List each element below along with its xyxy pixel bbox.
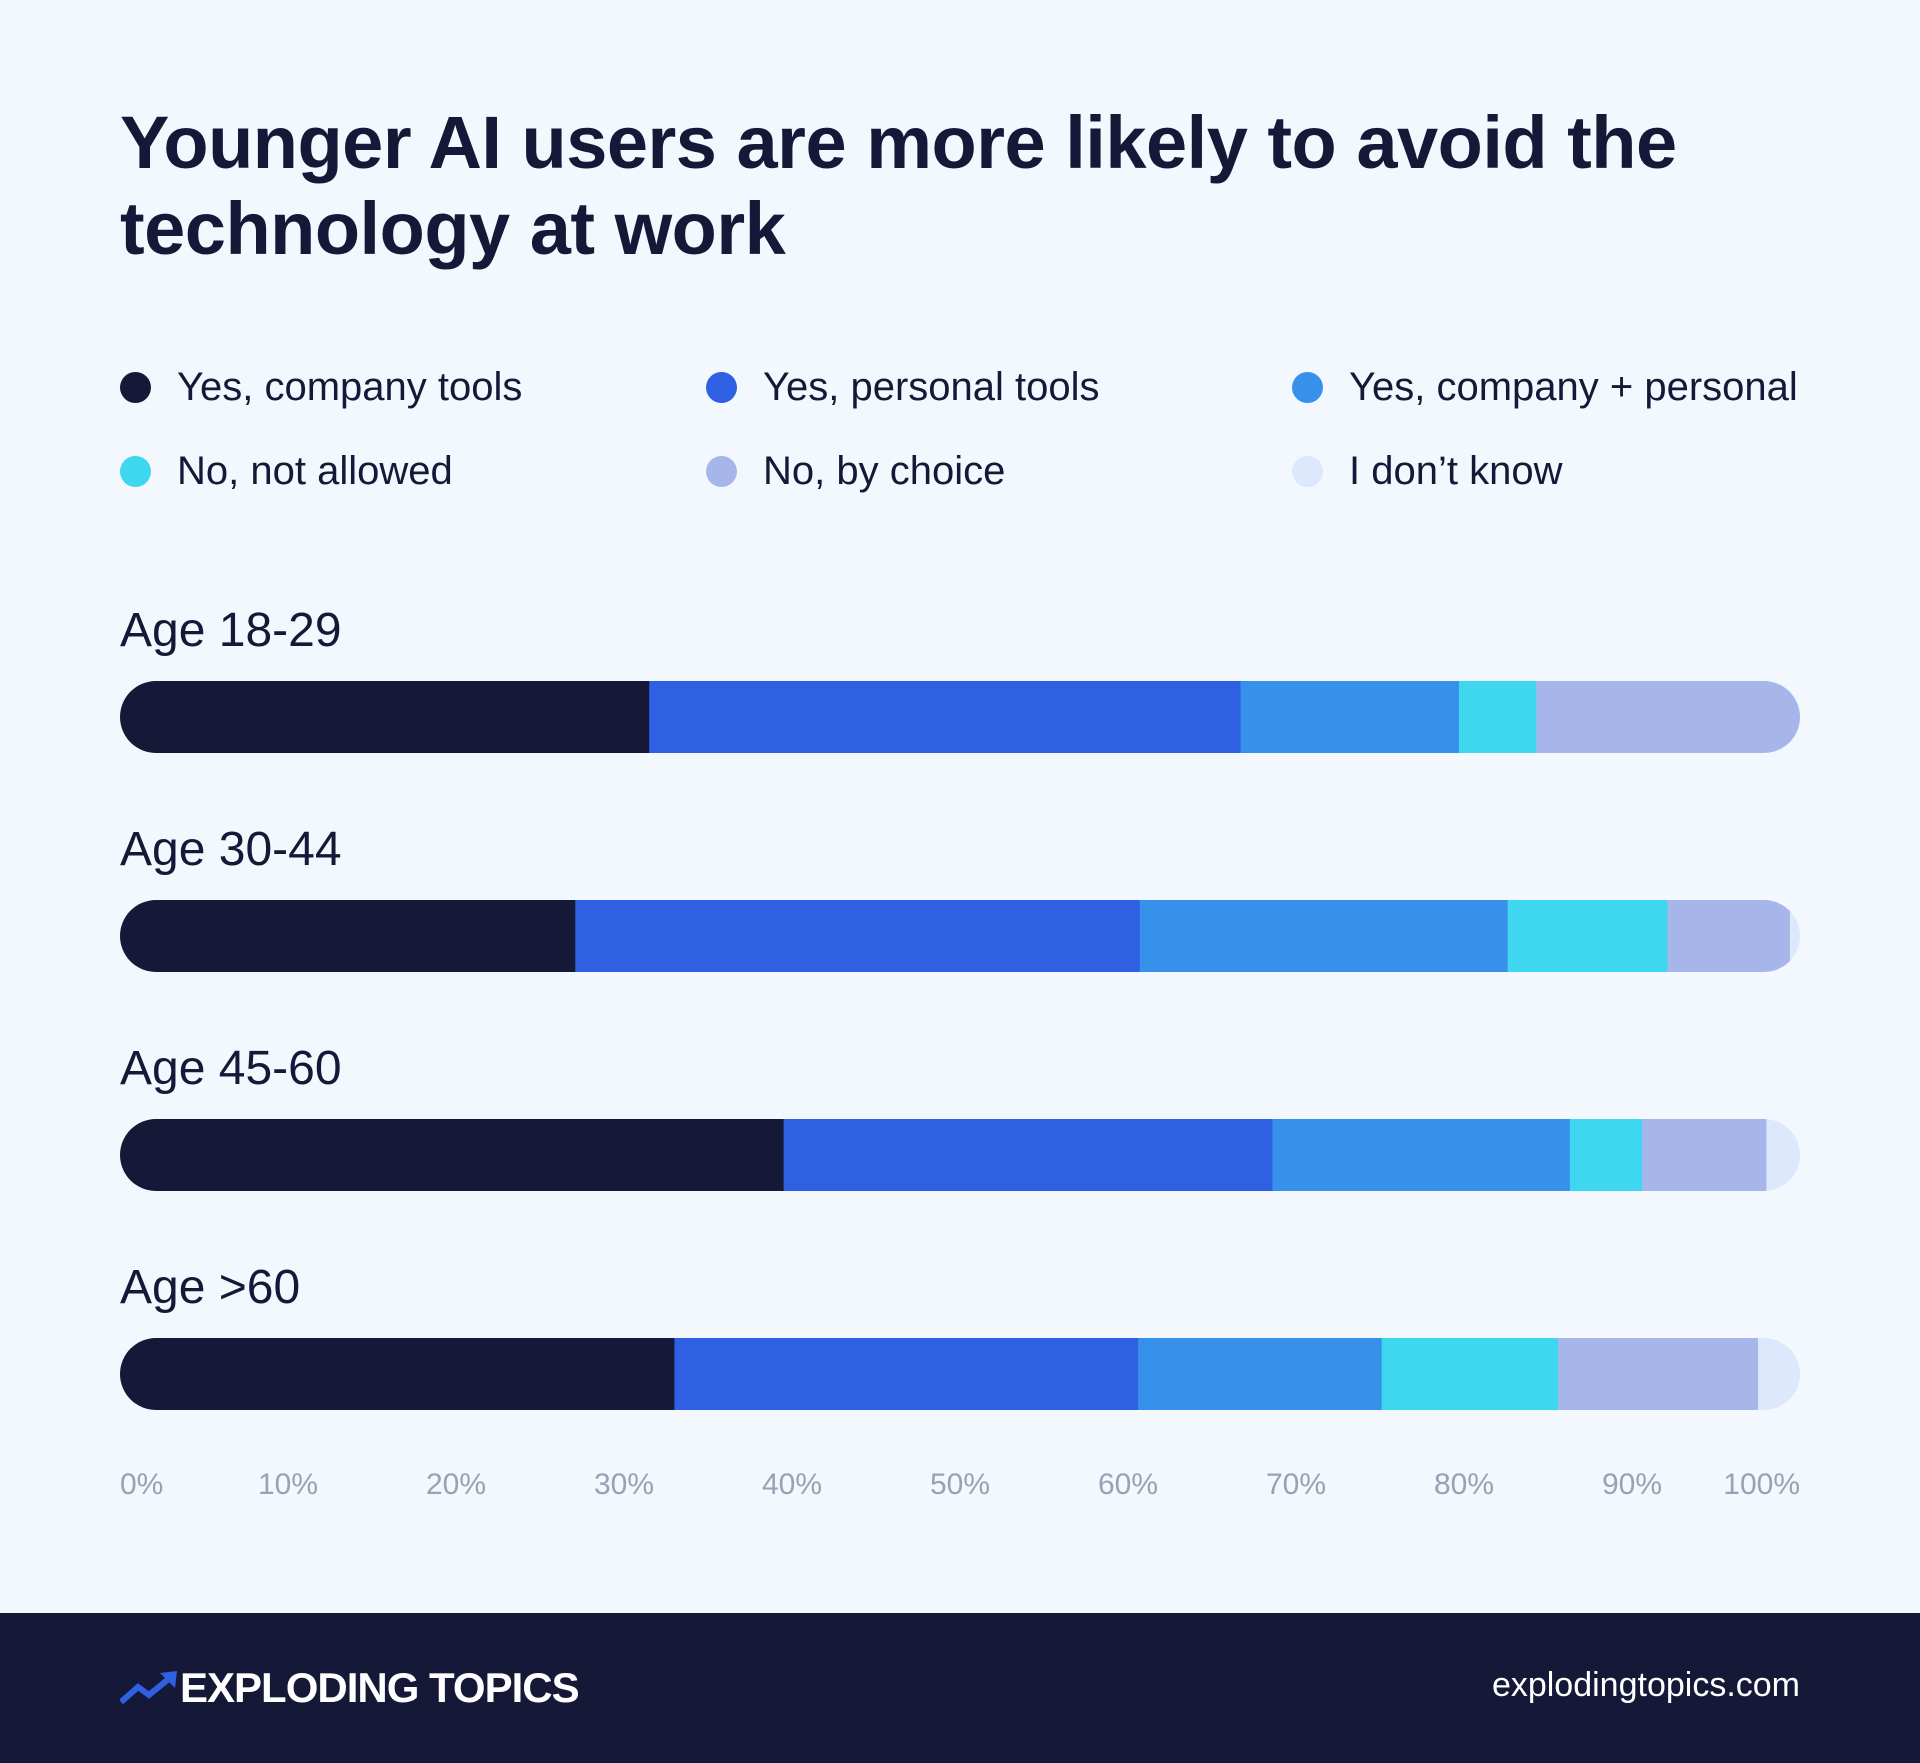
legend-swatch bbox=[120, 371, 151, 403]
legend-swatch bbox=[706, 455, 737, 487]
category-label: Age 30-44 bbox=[120, 823, 342, 876]
bar-group bbox=[120, 900, 1800, 972]
x-tick-label: 0% bbox=[120, 1468, 163, 1501]
bar-segment bbox=[120, 1338, 675, 1410]
legend-swatch bbox=[706, 371, 737, 403]
legend: Yes, company tools Yes, personal tools Y… bbox=[120, 365, 1840, 493]
bar-segment bbox=[1569, 1119, 1643, 1191]
bar-segment bbox=[1458, 681, 1537, 753]
x-tick-label: 100% bbox=[1723, 1468, 1800, 1501]
x-tick-label: 50% bbox=[930, 1468, 990, 1501]
bar-segment bbox=[575, 900, 1141, 972]
bar-segment bbox=[1240, 681, 1460, 753]
x-tick-label: 30% bbox=[594, 1468, 654, 1501]
trend-arrow-icon bbox=[120, 1671, 177, 1705]
brand-name: EXPLODING TOPICS bbox=[180, 1664, 580, 1711]
x-tick-label: 60% bbox=[1098, 1468, 1158, 1501]
chart-title: Younger AI users are more likely to avoi… bbox=[120, 101, 1677, 270]
legend-item: Yes, company + personal bbox=[1292, 365, 1840, 409]
bar-segment bbox=[783, 1119, 1273, 1191]
legend-item: I don’t know bbox=[1292, 449, 1840, 493]
legend-swatch bbox=[120, 455, 151, 487]
bar-segment bbox=[120, 900, 576, 972]
brand-logo[interactable]: EXPLODING TOPICS bbox=[120, 1664, 580, 1711]
bar-segment bbox=[1536, 681, 1800, 753]
bar-segment bbox=[649, 681, 1242, 753]
site-url[interactable]: explodingtopics.com bbox=[1491, 1666, 1800, 1704]
legend-item: Yes, company tools bbox=[120, 365, 706, 409]
bar-group bbox=[120, 681, 1800, 753]
legend-item: No, not allowed bbox=[120, 449, 706, 493]
bar-segment bbox=[1667, 900, 1791, 972]
legend-label: No, by choice bbox=[763, 448, 1006, 493]
bar-segment bbox=[1642, 1119, 1767, 1191]
bar-segment bbox=[1381, 1338, 1559, 1410]
legend-label: Yes, company tools bbox=[177, 364, 523, 409]
x-tick-label: 10% bbox=[258, 1468, 318, 1501]
bar-segment bbox=[120, 1119, 785, 1191]
legend-item: No, by choice bbox=[706, 449, 1292, 493]
legend-item: Yes, personal tools bbox=[706, 365, 1292, 409]
legend-label: I don’t know bbox=[1349, 448, 1563, 493]
bar-group bbox=[120, 1119, 1800, 1191]
bar-segment bbox=[1507, 900, 1668, 972]
legend-label: No, not allowed bbox=[177, 448, 453, 493]
category-label: Age 18-29 bbox=[120, 604, 342, 657]
bar-segment bbox=[1789, 900, 1800, 972]
bar-segment bbox=[1558, 1338, 1759, 1410]
category-label: Age 45-60 bbox=[120, 1042, 342, 1095]
bar-segment bbox=[674, 1338, 1139, 1410]
bar-segment bbox=[120, 681, 650, 753]
bar-group bbox=[120, 1338, 1800, 1410]
footer: EXPLODING TOPICS explodingtopics.com bbox=[0, 1613, 1920, 1763]
x-tick-label: 80% bbox=[1434, 1468, 1494, 1501]
x-tick-label: 20% bbox=[426, 1468, 486, 1501]
bar-segment bbox=[1139, 900, 1509, 972]
x-tick-label: 90% bbox=[1602, 1468, 1662, 1501]
bar-segment bbox=[1272, 1119, 1571, 1191]
bar-segment bbox=[1758, 1338, 1800, 1410]
x-tick-label: 40% bbox=[762, 1468, 822, 1501]
stacked-bar-chart: 0% 10% 20% 30% 40% 50% 60% 70% 80% 90% 100% bbox=[120, 681, 1800, 1501]
legend-label: Yes, personal tools bbox=[763, 364, 1100, 409]
bar-segment bbox=[1138, 1338, 1383, 1410]
legend-label: Yes, company + personal bbox=[1349, 364, 1798, 409]
legend-swatch bbox=[1292, 371, 1323, 403]
bar-segment bbox=[1766, 1119, 1800, 1191]
legend-swatch bbox=[1292, 455, 1323, 487]
x-tick-label: 70% bbox=[1266, 1468, 1326, 1501]
category-label: Age >60 bbox=[120, 1261, 301, 1314]
